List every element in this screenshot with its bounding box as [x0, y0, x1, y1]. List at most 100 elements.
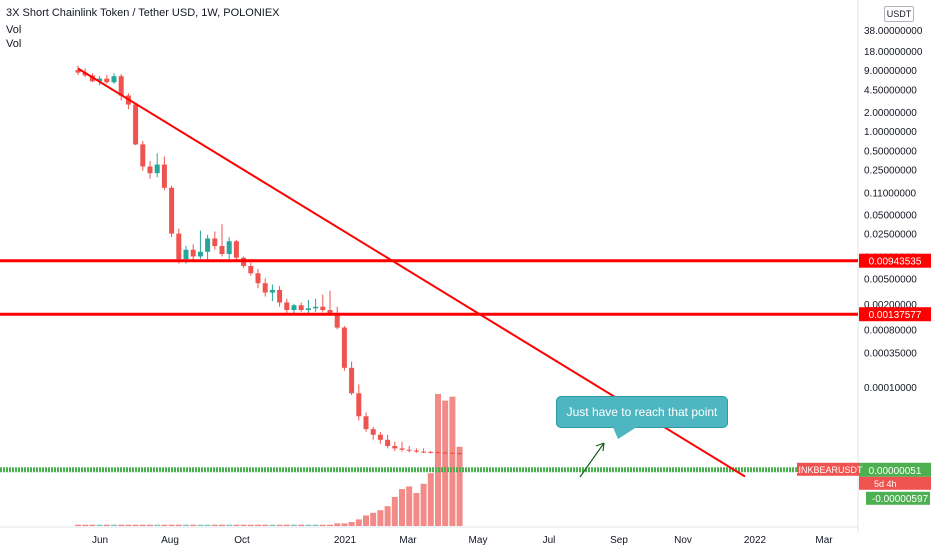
volume-bar — [341, 523, 348, 526]
volume-label: Vol — [6, 38, 22, 50]
candle-body — [118, 76, 124, 96]
volume-bar — [211, 524, 218, 526]
y-tick-label: 18.00000000 — [864, 47, 923, 58]
volume-bar — [355, 519, 362, 526]
candle-body — [363, 416, 369, 430]
candle-body — [421, 451, 427, 453]
candle-body — [370, 429, 376, 435]
candle-body — [298, 305, 304, 311]
volume-bar — [420, 483, 427, 526]
volume-bar — [427, 473, 434, 526]
candle-body — [133, 104, 139, 145]
y-tick-label: 0.00500000 — [864, 274, 917, 285]
candle-body — [442, 452, 448, 454]
volume-bar — [247, 524, 254, 526]
y-tick-label: 2.00000000 — [864, 108, 917, 119]
candle-body — [140, 144, 146, 167]
volume-bar — [319, 524, 326, 526]
volume-bar — [75, 524, 81, 526]
volume-bar — [305, 524, 312, 526]
x-tick-label: Nov — [674, 535, 692, 546]
annotation-callout-tail — [612, 425, 640, 439]
candle-body — [284, 302, 290, 311]
y-tick-label: 0.05000000 — [864, 210, 917, 221]
volume-bar — [161, 524, 168, 526]
candle-body — [176, 233, 182, 260]
candle-body — [154, 164, 160, 174]
candle-body — [305, 308, 311, 311]
y-tick-label: 4.50000000 — [864, 85, 917, 96]
volume-bar — [82, 524, 89, 526]
level-price-label: 0.00943535 — [869, 257, 922, 268]
x-tick-label: Mar — [815, 535, 833, 546]
candle-body — [97, 78, 103, 82]
candle-body — [233, 241, 239, 258]
volume-bar — [111, 524, 117, 526]
level-price-label: 0.00000051 — [869, 466, 922, 477]
candle-body — [212, 238, 218, 247]
x-tick-label: Oct — [234, 535, 250, 546]
volume-bar — [103, 524, 110, 526]
volume-bar — [147, 524, 153, 526]
candle-body — [104, 78, 110, 83]
candle-body — [205, 238, 211, 252]
y-tick-label: 0.02500000 — [864, 230, 917, 241]
volume-bar — [370, 512, 377, 526]
volume-bar — [204, 524, 211, 526]
annotation-arrow — [579, 442, 605, 478]
volume-bar — [226, 524, 233, 526]
candle-body — [449, 452, 455, 454]
symbol-tag — [797, 462, 859, 476]
candle-body — [269, 289, 275, 293]
candle-body — [334, 313, 340, 328]
candle-body — [341, 327, 347, 368]
y-tick-label: 0.00010000 — [864, 383, 917, 394]
volume-bar — [312, 524, 319, 526]
candle-body — [248, 265, 254, 274]
symbol-label: LINKBEARUSDT — [793, 465, 863, 475]
candle-body — [226, 241, 232, 255]
candle-body — [392, 446, 398, 449]
volume-bar — [139, 524, 146, 526]
x-tick-label: May — [469, 535, 488, 546]
volume-bar — [406, 486, 413, 526]
volume-bar — [449, 396, 456, 526]
candle-body — [291, 305, 297, 311]
change-label: -0.00000597 — [872, 494, 929, 505]
volume-bar — [240, 524, 247, 526]
candle-body — [147, 166, 153, 174]
volume-bar — [276, 524, 283, 526]
level-price-tag — [859, 307, 931, 322]
volume-bar — [190, 524, 197, 526]
volume-bar — [291, 524, 297, 526]
candle-body — [169, 187, 175, 234]
candle-body — [111, 76, 117, 83]
volume-bar — [413, 493, 420, 526]
volume-bar — [219, 524, 225, 526]
x-tick-label: Aug — [161, 535, 179, 546]
countdown-tag — [859, 476, 931, 490]
volume-bar — [269, 524, 276, 526]
candle-body — [406, 449, 412, 451]
volume-bar — [183, 524, 189, 526]
volume-bar — [348, 522, 355, 526]
candle-body — [190, 249, 196, 257]
y-tick-label: 0.00035000 — [864, 348, 917, 359]
y-tick-label: 38.00000000 — [864, 26, 923, 37]
candle-body — [75, 70, 81, 73]
currency-unit[interactable]: USDT — [884, 6, 914, 22]
volume-bar — [233, 524, 240, 526]
volume-bar — [255, 524, 261, 526]
candle-body — [313, 306, 319, 309]
x-tick-label: 2021 — [334, 535, 357, 546]
volume-bar — [435, 394, 441, 526]
candle-body — [320, 306, 326, 311]
y-tick-label: 0.11000000 — [864, 188, 917, 199]
volume-bar — [262, 524, 269, 526]
candle-body — [255, 273, 261, 284]
volume-bar — [442, 400, 449, 526]
x-tick-label: Jun — [92, 535, 108, 546]
annotation-callout[interactable]: Just have to reach that point — [556, 396, 728, 428]
candle-body — [457, 453, 463, 455]
